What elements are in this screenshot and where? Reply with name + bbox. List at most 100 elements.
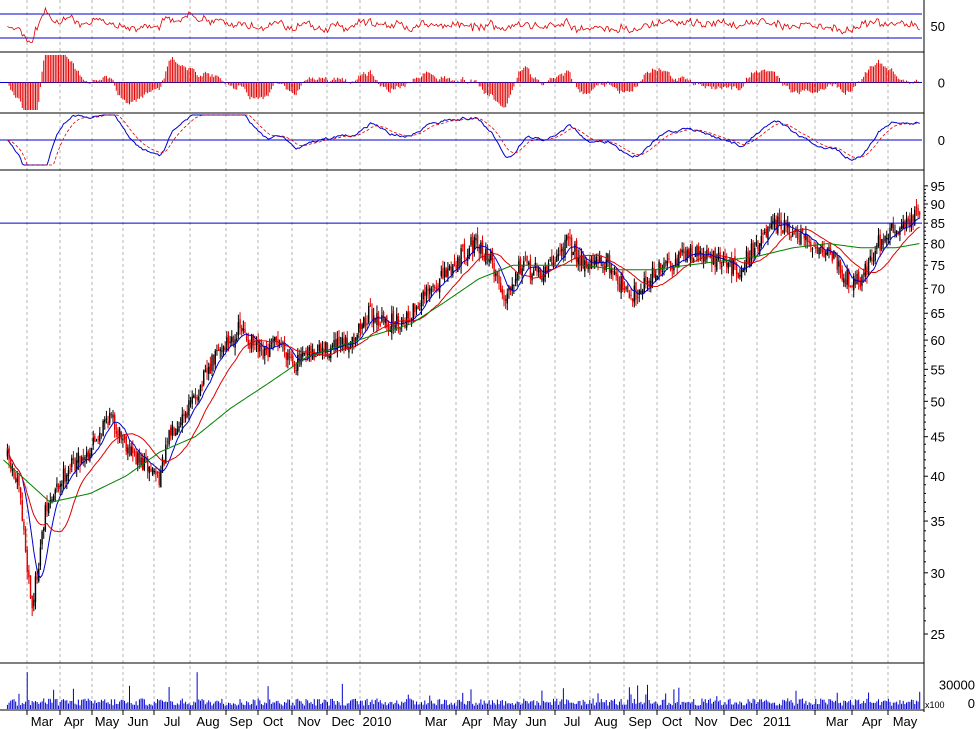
candle-275 <box>460 244 462 274</box>
candle-body <box>123 435 126 440</box>
candle-143 <box>242 320 245 334</box>
candle-body <box>778 213 781 223</box>
candle-body <box>402 320 405 323</box>
candle-body <box>24 529 27 552</box>
candle-body <box>361 324 363 329</box>
candle-170 <box>287 349 289 369</box>
candle-513 <box>853 273 855 298</box>
candle-body <box>631 298 634 302</box>
candle-body <box>43 528 45 531</box>
candle-body <box>115 430 118 434</box>
candle-207 <box>348 343 350 359</box>
candle-body <box>376 312 378 326</box>
candle-body <box>739 275 741 277</box>
candle-58 <box>102 419 104 437</box>
candle-body <box>699 251 702 254</box>
candle-body <box>575 240 578 263</box>
candle-460 <box>765 224 767 238</box>
candle-body <box>460 248 462 267</box>
candle-167 <box>282 340 284 352</box>
candle-458 <box>762 229 764 244</box>
candle-382 <box>636 289 639 304</box>
candle-body <box>856 273 858 285</box>
candle-body <box>521 268 523 276</box>
candle-13 <box>28 564 30 584</box>
candle-515 <box>856 269 858 285</box>
candle-543 <box>902 214 904 229</box>
candle-217 <box>364 312 367 333</box>
candle-body <box>427 289 429 291</box>
candle-body <box>867 262 870 274</box>
candle-498 <box>828 244 830 259</box>
candle-body <box>392 310 395 328</box>
candle-60 <box>105 410 108 424</box>
candle-75 <box>130 443 132 457</box>
candle-459 <box>763 228 766 235</box>
candle-332 <box>554 256 556 268</box>
candle-body <box>275 336 278 341</box>
candle-body <box>475 237 477 241</box>
candle-body <box>87 450 89 459</box>
candle-185 <box>311 343 314 360</box>
candle-body <box>168 430 170 445</box>
candle-body <box>354 337 357 342</box>
candle-522 <box>867 257 870 277</box>
macd-panel: 0 <box>0 114 945 166</box>
candle-body <box>278 343 281 345</box>
candle-320 <box>534 256 537 271</box>
candle-body <box>557 253 560 257</box>
axes: Mar Apr May Jun Jul Aug Sep Oct Nov Dec 2010 Mar Apr… <box>0 0 945 729</box>
candle-147 <box>249 339 251 353</box>
candle-body <box>752 242 754 256</box>
candle-body <box>458 258 461 267</box>
candle-86 <box>148 466 151 482</box>
candle-102 <box>174 428 177 437</box>
candle-body <box>668 258 670 260</box>
candle-469 <box>780 212 782 236</box>
candle-21 <box>41 529 43 550</box>
candle-277 <box>463 238 466 265</box>
candle-body <box>77 452 80 463</box>
candle-body <box>166 441 169 443</box>
candle-body <box>725 259 728 267</box>
candle-546 <box>907 215 909 227</box>
candle-body <box>199 385 202 396</box>
candle-body <box>462 245 464 247</box>
candle-body <box>791 231 794 236</box>
candle-306 <box>511 277 513 296</box>
price-tick-label-55: 55 <box>931 362 945 377</box>
candle-body <box>595 256 598 264</box>
candle-body <box>815 246 817 249</box>
candle-body <box>569 236 571 240</box>
candle-body <box>496 271 499 277</box>
candle-body <box>613 271 616 275</box>
candle-553 <box>919 210 921 219</box>
candle-340 <box>567 232 570 246</box>
candle-504 <box>838 255 840 275</box>
candle-344 <box>574 240 576 260</box>
candle-body <box>140 457 142 466</box>
candle-body <box>244 328 246 333</box>
candle-body <box>869 256 871 261</box>
candle-20 <box>39 539 42 570</box>
candle-body <box>650 280 652 289</box>
candle-body <box>109 412 111 423</box>
candle-479 <box>796 224 799 244</box>
candle-335 <box>559 242 561 256</box>
candle-body <box>914 209 916 225</box>
candle-body <box>188 400 190 416</box>
candle-303 <box>506 288 508 311</box>
candle-289 <box>483 253 485 262</box>
candle-body <box>128 445 131 455</box>
candle-body <box>277 339 279 347</box>
histogram-panel: 0 <box>0 55 945 110</box>
candle-32 <box>59 481 61 496</box>
candle-body <box>189 400 192 402</box>
candle-239 <box>401 317 403 332</box>
candle-body <box>610 269 612 275</box>
candle-body <box>838 260 840 267</box>
candle-body <box>34 576 37 603</box>
candle-body <box>363 316 365 328</box>
candle-body <box>178 426 180 432</box>
